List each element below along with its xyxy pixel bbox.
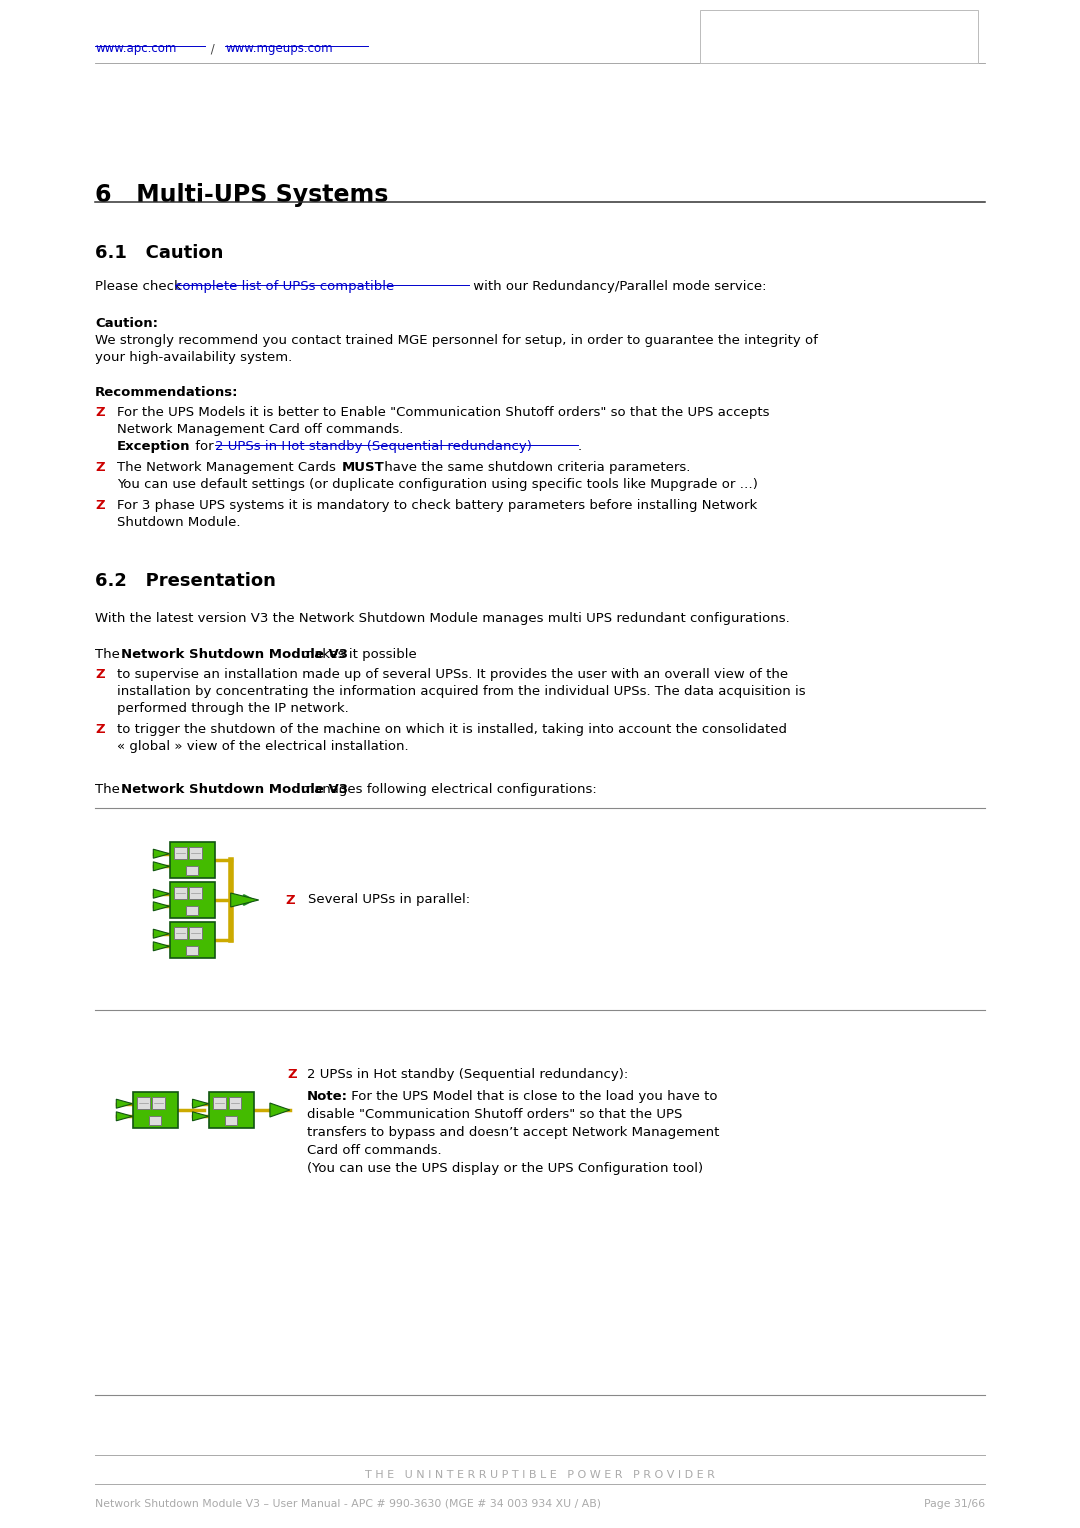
Bar: [213, 1097, 226, 1109]
Text: For the UPS Models it is better to Enable "Communication Shutoff orders" so that: For the UPS Models it is better to Enabl…: [117, 406, 769, 419]
Text: manages following electrical configurations:: manages following electrical configurati…: [297, 782, 597, 796]
Text: /: /: [207, 41, 218, 55]
Text: Caution:: Caution:: [95, 316, 158, 330]
Polygon shape: [153, 941, 170, 950]
Polygon shape: [153, 929, 170, 938]
Bar: [208, 1093, 254, 1128]
Text: disable "Communication Shutoff orders" so that the UPS: disable "Communication Shutoff orders" s…: [307, 1108, 683, 1122]
Text: transfers to bypass and doesn’t accept Network Management: transfers to bypass and doesn’t accept N…: [307, 1126, 719, 1138]
Bar: [133, 1093, 177, 1128]
Text: (You can use the UPS display or the UPS Configuration tool): (You can use the UPS display or the UPS …: [307, 1161, 703, 1175]
Polygon shape: [117, 1099, 133, 1108]
Text: « global » view of the electrical installation.: « global » view of the electrical instal…: [117, 740, 408, 753]
Text: for: for: [191, 440, 218, 452]
Polygon shape: [192, 1112, 208, 1122]
Text: Several UPSs in parallel:: Several UPSs in parallel:: [308, 894, 470, 906]
Polygon shape: [117, 1112, 133, 1122]
Polygon shape: [192, 1099, 208, 1108]
Text: Recommendations:: Recommendations:: [95, 387, 239, 399]
Bar: [700, 11, 978, 63]
Text: 6.2   Presentation: 6.2 Presentation: [95, 571, 275, 590]
Bar: [186, 906, 199, 915]
Text: makes it possible: makes it possible: [297, 648, 417, 662]
Text: your high-availability system.: your high-availability system.: [95, 351, 293, 364]
Text: MGE: MGE: [712, 40, 757, 58]
Text: UPS: UPS: [756, 40, 809, 58]
Bar: [170, 921, 215, 958]
Text: Z: Z: [95, 406, 105, 419]
Polygon shape: [153, 862, 170, 871]
Bar: [152, 1097, 165, 1109]
Text: performed through the IP network.: performed through the IP network.: [117, 701, 349, 715]
Text: 2 UPSs in Hot standby (Sequential redundancy): 2 UPSs in Hot standby (Sequential redund…: [215, 440, 531, 452]
Bar: [186, 946, 199, 955]
Text: complete list of UPSs compatible: complete list of UPSs compatible: [175, 280, 394, 293]
Text: to trigger the shutdown of the machine on which it is installed, taking into acc: to trigger the shutdown of the machine o…: [117, 723, 787, 736]
Text: Z: Z: [285, 894, 295, 906]
Polygon shape: [153, 889, 170, 898]
Polygon shape: [153, 850, 170, 859]
Text: Note:: Note:: [307, 1089, 348, 1103]
Bar: [229, 1097, 241, 1109]
Polygon shape: [231, 892, 259, 908]
Text: to supervise an installation made up of several UPSs. It provides the user with : to supervise an installation made up of …: [117, 668, 788, 681]
Text: With the latest version V3 the Network Shutdown Module manages multi UPS redunda: With the latest version V3 the Network S…: [95, 613, 789, 625]
Text: .: .: [578, 440, 582, 452]
Text: have the same shutdown criteria parameters.: have the same shutdown criteria paramete…: [380, 461, 690, 474]
Text: Network Management Card off commands.: Network Management Card off commands.: [117, 423, 403, 435]
Text: Network Shutdown Module V3: Network Shutdown Module V3: [121, 648, 348, 662]
Polygon shape: [270, 1103, 289, 1117]
Bar: [170, 842, 215, 879]
Text: Z: Z: [95, 500, 105, 512]
Bar: [189, 927, 202, 940]
Text: Page 31/66: Page 31/66: [923, 1499, 985, 1510]
Text: For the UPS Model that is close to the load you have to: For the UPS Model that is close to the l…: [347, 1089, 717, 1103]
Text: The: The: [95, 648, 124, 662]
Text: 6   Multi-UPS Systems: 6 Multi-UPS Systems: [95, 183, 389, 206]
Text: Network Shutdown Module V3 – User Manual - APC # 990-3630 (MGE # 34 003 934 XU /: Network Shutdown Module V3 – User Manual…: [95, 1499, 600, 1510]
Text: T H E   U N I N T E R R U P T I B L E   P O W E R   P R O V I D E R: T H E U N I N T E R R U P T I B L E P O …: [365, 1470, 715, 1481]
Text: installation by concentrating the information acquired from the individual UPSs.: installation by concentrating the inform…: [117, 685, 806, 698]
Text: The: The: [95, 782, 124, 796]
Bar: [186, 866, 199, 876]
Text: SYSTEMS: SYSTEMS: [814, 40, 881, 55]
Text: The Network Management Cards: The Network Management Cards: [117, 461, 340, 474]
Bar: [137, 1097, 150, 1109]
Text: www.mgeups.com: www.mgeups.com: [225, 41, 333, 55]
Text: Shutdown Module.: Shutdown Module.: [117, 516, 241, 529]
Bar: [174, 927, 187, 940]
Text: www.apc.com: www.apc.com: [95, 41, 176, 55]
Text: Network Shutdown Module V3: Network Shutdown Module V3: [121, 782, 348, 796]
Bar: [225, 1117, 238, 1125]
Text: Card off commands.: Card off commands.: [307, 1144, 442, 1157]
Bar: [174, 848, 187, 859]
Text: 2 UPSs in Hot standby (Sequential redundancy):: 2 UPSs in Hot standby (Sequential redund…: [307, 1068, 629, 1080]
Text: Z: Z: [95, 723, 105, 736]
Text: Z: Z: [95, 668, 105, 681]
Text: We strongly recommend you contact trained MGE personnel for setup, in order to g: We strongly recommend you contact traine…: [95, 335, 818, 347]
Bar: [149, 1117, 161, 1125]
Bar: [189, 848, 202, 859]
Text: For 3 phase UPS systems it is mandatory to check battery parameters before insta: For 3 phase UPS systems it is mandatory …: [117, 500, 757, 512]
Bar: [189, 888, 202, 898]
Text: 6.1   Caution: 6.1 Caution: [95, 244, 224, 261]
Text: with our Redundancy/Parallel mode service:: with our Redundancy/Parallel mode servic…: [469, 280, 767, 293]
Text: MUST: MUST: [342, 461, 384, 474]
Bar: [170, 882, 215, 918]
Text: Z: Z: [287, 1068, 297, 1080]
Text: You can use default settings (or duplicate configuration using specific tools li: You can use default settings (or duplica…: [117, 478, 758, 490]
Text: Please check: Please check: [95, 280, 186, 293]
Text: Z: Z: [95, 461, 105, 474]
Text: Exception: Exception: [117, 440, 190, 452]
Bar: [174, 888, 187, 898]
Polygon shape: [153, 902, 170, 911]
